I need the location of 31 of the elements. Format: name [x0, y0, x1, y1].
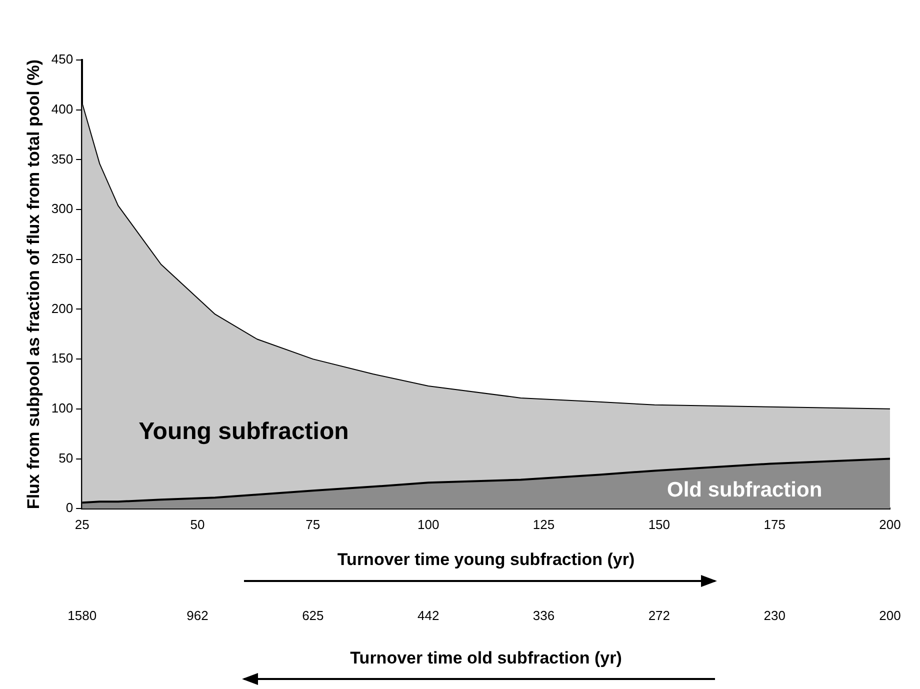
x-tick-label: 175 — [764, 516, 786, 532]
series-label: Old subfraction — [666, 478, 822, 502]
text: 625 — [302, 608, 324, 624]
text: 442 — [417, 608, 440, 624]
x-tick-label: 75 — [306, 516, 320, 532]
text: 1580 — [68, 608, 97, 624]
y-axis-title: Flux from subpool as fraction of flux from total pool (%) — [24, 60, 43, 510]
y-tick-label: 50 — [58, 450, 74, 466]
text: 962 — [186, 608, 208, 624]
x-tick-label: 150 — [648, 516, 670, 532]
x-tick-label: 200 — [879, 516, 901, 532]
x-tick-label: 125 — [532, 516, 555, 532]
y-tick-label: 250 — [51, 250, 74, 266]
text: 336 — [532, 608, 555, 624]
y-tick-label: 300 — [51, 201, 74, 216]
text: 200 — [879, 608, 901, 624]
x-tick-label: 100 — [417, 516, 440, 532]
y-tick-label: 350 — [51, 151, 74, 166]
x-tick-label: 50 — [190, 516, 205, 532]
x-tick-label: 25 — [74, 516, 90, 532]
y-tick-label: 200 — [51, 300, 74, 316]
text: 230 — [764, 608, 786, 624]
y-tick-label: 150 — [51, 350, 74, 366]
y-tick-label: 100 — [51, 400, 74, 416]
text: 272 — [648, 608, 670, 624]
y-tick-label: 0 — [66, 500, 74, 516]
series-label: Young subfraction — [138, 418, 349, 445]
x2-axis-title: Turnover time old subfraction (yr) — [350, 648, 622, 668]
y-tick-label: 400 — [51, 101, 74, 116]
x-axis-title: Turnover time young subfraction (yr) — [337, 550, 635, 570]
y-tick-label: 450 — [51, 52, 74, 67]
